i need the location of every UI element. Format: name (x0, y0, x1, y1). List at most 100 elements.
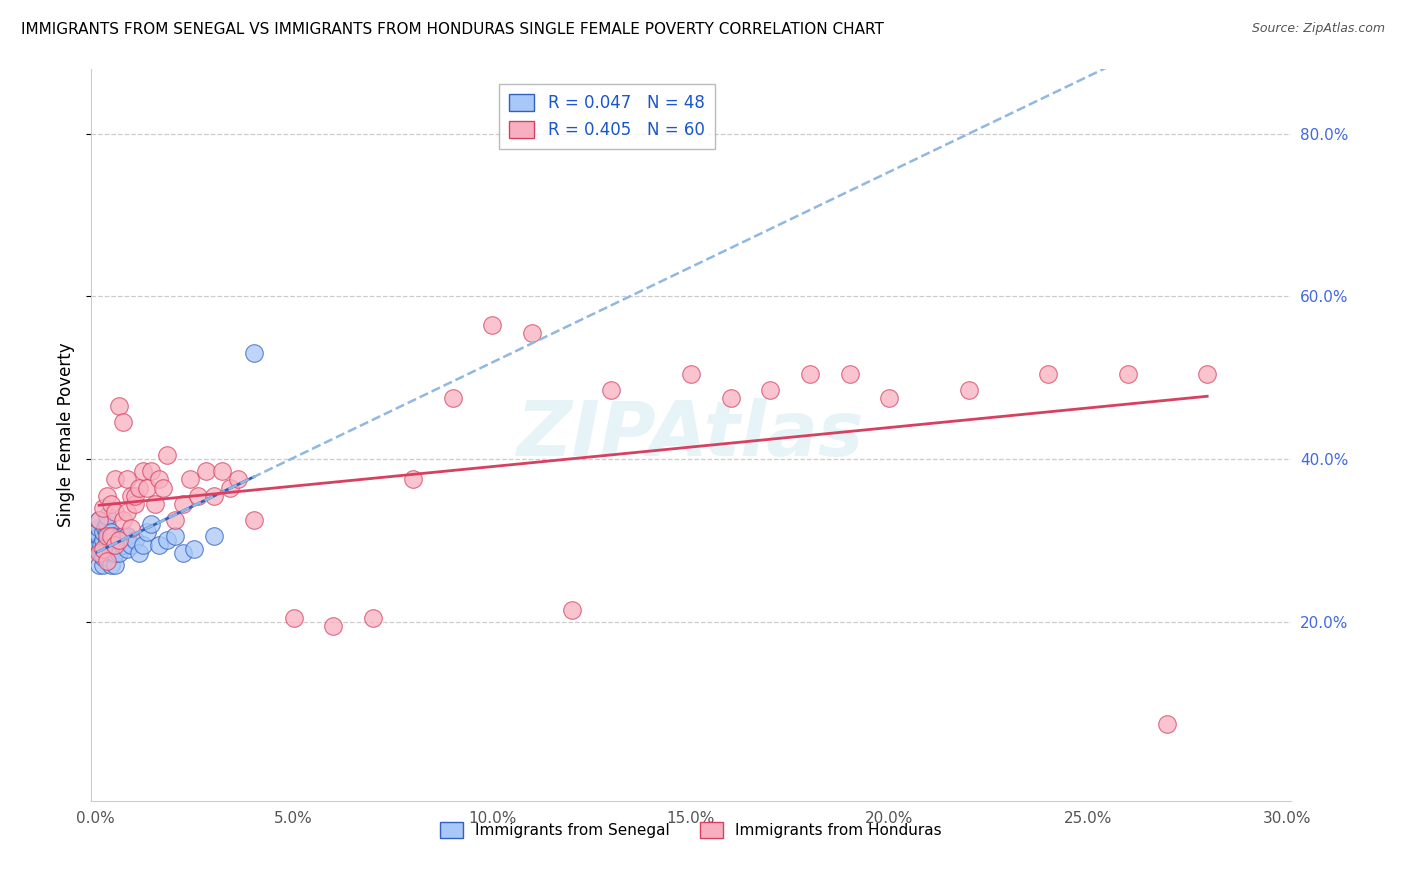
Point (91, 541, 114, 556)
Point (152, 481, 174, 495)
Point (91, 525, 114, 540)
Point (143, 497, 166, 511)
Point (96, 554, 118, 568)
Point (100, 529, 122, 543)
Point (96, 541, 118, 556)
Point (520, 326, 543, 340)
Point (202, 489, 225, 503)
Point (211, 464, 233, 478)
Point (96, 533, 118, 548)
Point (96, 549, 118, 564)
Point (156, 533, 179, 548)
Point (96, 509, 118, 524)
Text: ZIPAtlas: ZIPAtlas (517, 398, 865, 472)
Point (1156, 716, 1178, 731)
Point (111, 537, 134, 551)
Point (148, 473, 170, 487)
Point (163, 513, 186, 527)
Point (100, 537, 122, 551)
Point (156, 448, 179, 462)
Point (94, 521, 117, 535)
Point (1038, 367, 1060, 381)
Point (100, 546, 122, 560)
Point (100, 525, 122, 540)
Point (91, 541, 114, 556)
Point (104, 546, 127, 560)
Point (100, 558, 122, 572)
Point (104, 473, 127, 487)
Point (139, 517, 162, 532)
Point (183, 541, 205, 556)
Point (108, 533, 131, 548)
Point (87, 558, 110, 572)
Point (195, 464, 218, 478)
Point (283, 611, 305, 625)
Point (91, 549, 114, 564)
Point (172, 497, 194, 511)
Point (96, 489, 118, 503)
Point (90, 537, 112, 551)
Point (202, 529, 225, 543)
Point (124, 533, 146, 548)
Point (163, 529, 186, 543)
Point (361, 611, 384, 625)
Point (322, 619, 344, 633)
Point (128, 546, 150, 560)
Point (179, 473, 201, 487)
Text: Source: ZipAtlas.com: Source: ZipAtlas.com (1251, 22, 1385, 36)
Point (441, 391, 464, 405)
Point (679, 367, 702, 381)
Point (104, 558, 127, 572)
Point (96, 517, 118, 532)
Point (87, 521, 110, 535)
Point (87, 529, 110, 543)
Point (172, 546, 194, 560)
Point (128, 481, 150, 495)
Point (90, 546, 112, 560)
Point (120, 537, 142, 551)
Point (96, 525, 118, 540)
Point (481, 318, 503, 332)
Point (100, 497, 122, 511)
Point (226, 473, 249, 487)
Text: IMMIGRANTS FROM SENEGAL VS IMMIGRANTS FROM HONDURAS SINGLE FEMALE POVERTY CORREL: IMMIGRANTS FROM SENEGAL VS IMMIGRANTS FR… (21, 22, 884, 37)
Point (838, 367, 860, 381)
Point (108, 546, 131, 560)
Point (148, 537, 170, 551)
Point (104, 537, 127, 551)
Point (799, 367, 821, 381)
Point (111, 416, 134, 430)
Point (104, 505, 127, 519)
Point (115, 529, 138, 543)
Point (108, 399, 131, 413)
Point (135, 525, 157, 540)
Point (219, 481, 242, 495)
Point (108, 533, 131, 548)
Point (91, 533, 114, 548)
Point (120, 521, 142, 535)
Point (86, 541, 108, 556)
Point (879, 391, 901, 405)
Point (600, 383, 623, 397)
Point (120, 489, 142, 503)
Point (139, 464, 162, 478)
Point (115, 541, 138, 556)
Point (187, 489, 209, 503)
Point (87, 546, 110, 560)
Point (111, 529, 134, 543)
Point (132, 537, 155, 551)
Point (87, 513, 110, 527)
Point (91, 500, 114, 515)
Point (132, 464, 155, 478)
Point (561, 602, 583, 616)
Point (111, 513, 134, 527)
Y-axis label: Single Female Poverty: Single Female Poverty (58, 343, 75, 527)
Legend: Immigrants from Senegal, Immigrants from Honduras: Immigrants from Senegal, Immigrants from… (433, 816, 948, 845)
Point (124, 489, 146, 503)
Point (86, 525, 108, 540)
Point (759, 383, 782, 397)
Point (115, 473, 138, 487)
Point (243, 346, 266, 360)
Point (957, 383, 980, 397)
Point (87, 537, 110, 551)
